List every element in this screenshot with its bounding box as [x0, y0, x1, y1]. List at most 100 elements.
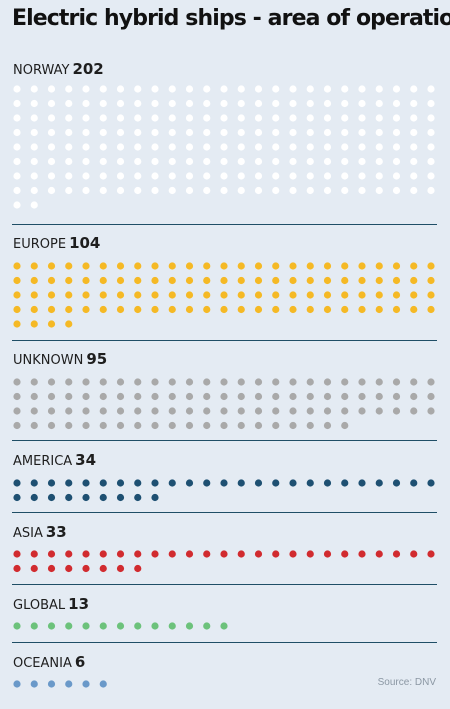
- category-name: AMERICA: [13, 454, 73, 469]
- dot-norway: [47, 143, 56, 151]
- dot-unknown: [65, 421, 73, 430]
- dot-unknown: [82, 421, 90, 430]
- dot-unknown: [375, 378, 383, 386]
- dot-norway: [30, 85, 38, 93]
- dot-europe: [254, 305, 263, 314]
- dot-europe: [203, 305, 211, 314]
- dot-asia: [427, 550, 435, 558]
- dot-norway: [306, 99, 314, 108]
- dot-europe: [47, 262, 56, 270]
- dot-europe: [47, 305, 56, 314]
- dot-norway: [220, 157, 228, 166]
- dot-group-europe: [13, 262, 435, 328]
- dot-norway: [116, 85, 125, 93]
- dot-europe: [375, 291, 383, 299]
- dot-norway: [134, 143, 142, 151]
- dot-europe: [272, 276, 280, 285]
- dot-norway: [410, 99, 418, 108]
- dot-unknown: [168, 378, 176, 386]
- dot-asia: [65, 550, 73, 558]
- dot-norway: [237, 172, 245, 180]
- dot-norway: [375, 114, 383, 122]
- dot-norway: [341, 85, 349, 93]
- dot-america: [427, 479, 435, 487]
- dot-europe: [116, 291, 125, 299]
- dot-norway: [323, 157, 332, 166]
- dot-america: [82, 479, 90, 487]
- dot-europe: [65, 320, 73, 328]
- dot-unknown: [13, 378, 21, 386]
- dot-europe: [358, 291, 366, 299]
- dot-europe: [306, 305, 314, 314]
- category-name: EUROPE: [13, 237, 67, 252]
- dot-norway: [375, 143, 383, 151]
- dot-norway: [392, 186, 401, 195]
- dot-norway: [220, 128, 228, 137]
- dot-europe: [134, 291, 142, 299]
- section-divider: [12, 512, 437, 513]
- dot-unknown: [289, 421, 297, 430]
- dot-unknown: [134, 421, 142, 430]
- dot-norway: [306, 186, 314, 195]
- dot-europe: [151, 276, 159, 285]
- section-divider: [12, 584, 437, 585]
- dot-europe: [168, 291, 176, 299]
- category-label-america: AMERICA 34: [13, 452, 96, 470]
- dot-norway: [82, 143, 90, 151]
- dot-europe: [341, 276, 349, 285]
- dot-norway: [375, 99, 383, 108]
- dot-europe: [134, 276, 142, 285]
- dot-asia: [185, 550, 194, 558]
- dot-norway: [116, 186, 125, 195]
- dot-unknown: [323, 378, 332, 386]
- dot-norway: [220, 186, 228, 195]
- dot-america: [30, 493, 38, 502]
- dot-america: [13, 479, 21, 487]
- dot-norway: [168, 114, 176, 122]
- dot-europe: [237, 262, 245, 270]
- dot-norway: [151, 186, 159, 195]
- dot-unknown: [13, 407, 21, 415]
- dot-asia: [47, 550, 56, 558]
- dot-norway: [134, 114, 142, 122]
- dot-unknown: [99, 392, 107, 401]
- dot-unknown: [151, 421, 159, 430]
- dot-europe: [13, 320, 21, 328]
- dot-europe: [65, 276, 73, 285]
- dot-asia: [410, 550, 418, 558]
- dot-unknown: [254, 421, 263, 430]
- dot-norway: [30, 114, 38, 122]
- dot-oceania: [82, 680, 90, 688]
- dot-norway: [341, 128, 349, 137]
- dot-unknown: [134, 378, 142, 386]
- dot-norway: [203, 186, 211, 195]
- dot-unknown: [99, 407, 107, 415]
- dot-unknown: [237, 392, 245, 401]
- dot-norway: [306, 85, 314, 93]
- dot-norway: [341, 157, 349, 166]
- section-divider: [12, 642, 437, 643]
- dot-unknown: [185, 421, 194, 430]
- dot-norway: [30, 128, 38, 137]
- dot-norway: [272, 114, 280, 122]
- dot-unknown: [410, 407, 418, 415]
- dot-unknown: [341, 407, 349, 415]
- dot-unknown: [47, 421, 56, 430]
- dot-norway: [289, 99, 297, 108]
- dot-unknown: [203, 421, 211, 430]
- dot-unknown: [341, 378, 349, 386]
- dot-europe: [289, 262, 297, 270]
- dot-norway: [375, 186, 383, 195]
- dot-asia: [392, 550, 401, 558]
- dot-asia: [82, 550, 90, 558]
- dot-unknown: [168, 421, 176, 430]
- dot-asia: [306, 550, 314, 558]
- dot-norway: [151, 143, 159, 151]
- dot-norway: [237, 143, 245, 151]
- dot-norway: [151, 114, 159, 122]
- dot-global: [168, 622, 176, 630]
- dot-norway: [289, 143, 297, 151]
- dot-norway: [220, 143, 228, 151]
- category-name: GLOBAL: [13, 598, 66, 613]
